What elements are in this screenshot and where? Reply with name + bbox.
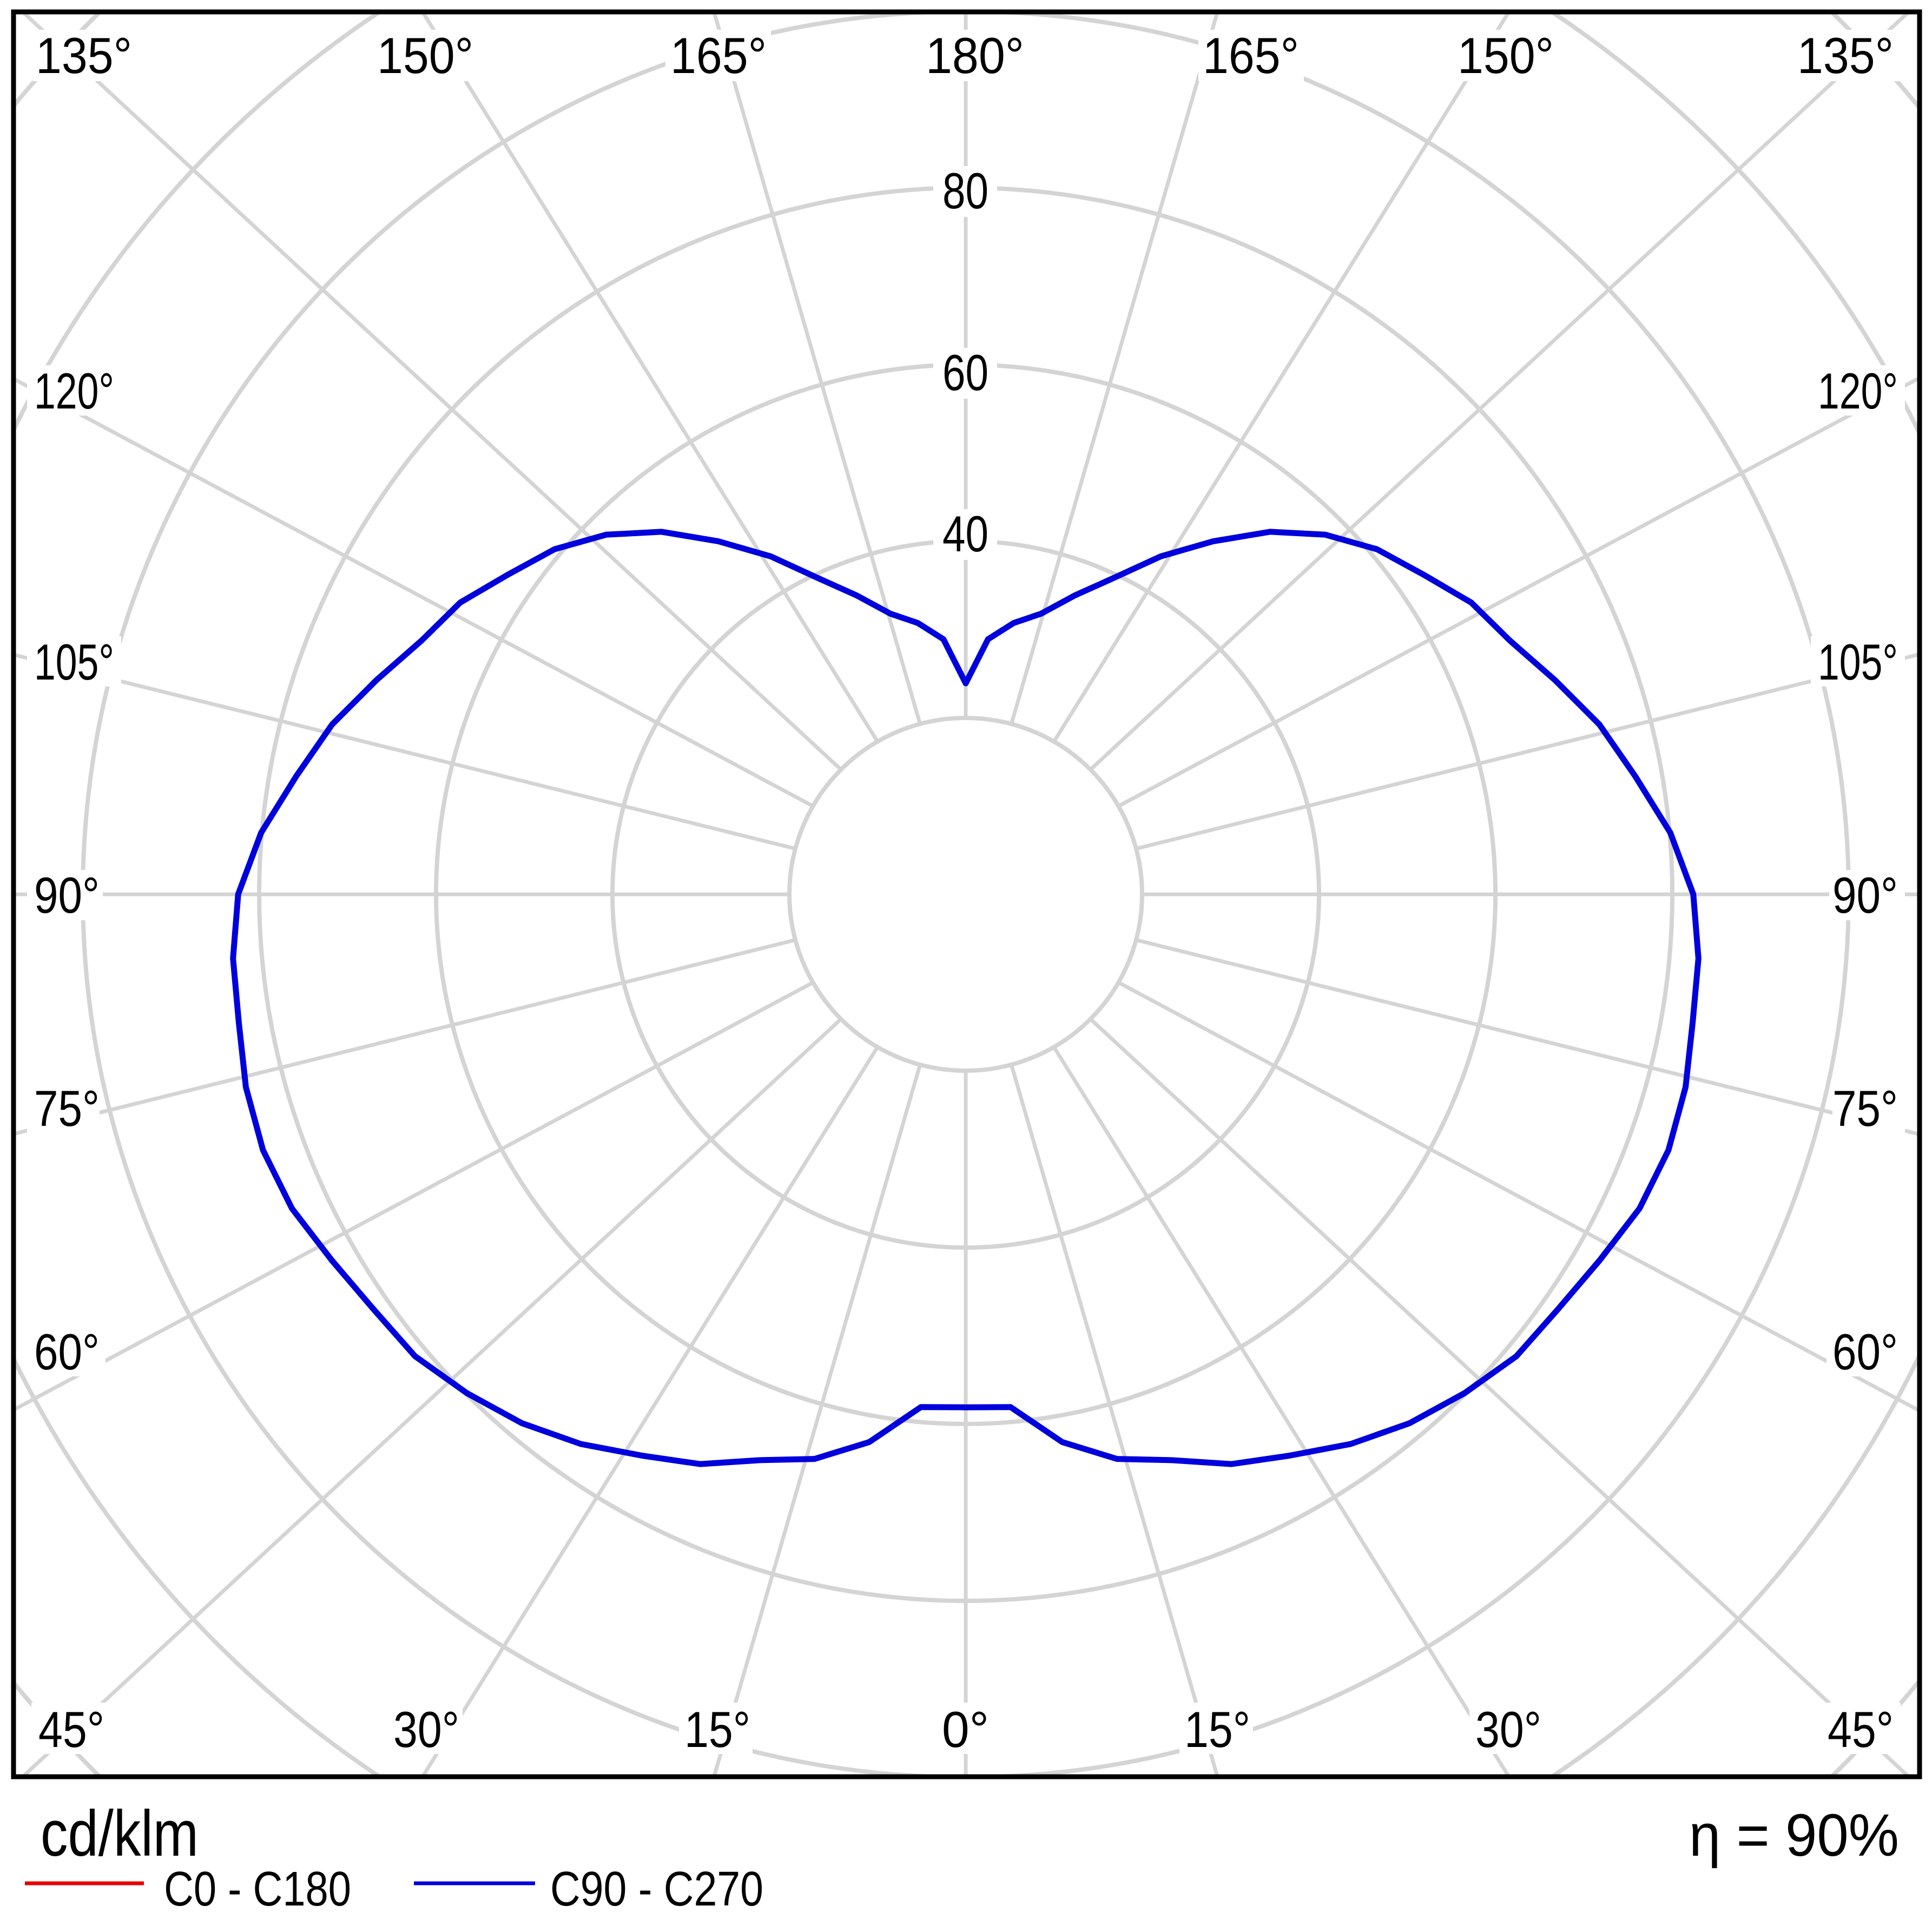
svg-text:0°: 0°: [942, 1701, 989, 1758]
svg-text:80: 80: [942, 162, 988, 219]
svg-text:45°: 45°: [1828, 1701, 1894, 1758]
svg-text:90°: 90°: [1832, 867, 1898, 924]
svg-text:15°: 15°: [1184, 1701, 1250, 1758]
svg-text:165°: 165°: [1203, 27, 1299, 84]
svg-text:C0 - C180: C0 - C180: [164, 1862, 351, 1916]
svg-text:60: 60: [942, 344, 988, 401]
svg-text:165°: 165°: [670, 27, 767, 84]
svg-text:105°: 105°: [34, 634, 114, 690]
svg-text:60°: 60°: [34, 1323, 100, 1380]
svg-text:40: 40: [942, 505, 988, 562]
svg-text:15°: 15°: [684, 1701, 750, 1758]
svg-text:150°: 150°: [377, 27, 473, 84]
svg-text:135°: 135°: [1797, 27, 1894, 84]
svg-text:η = 90%: η = 90%: [1689, 1802, 1899, 1869]
svg-text:75°: 75°: [34, 1080, 100, 1137]
svg-text:150°: 150°: [1458, 27, 1554, 84]
svg-text:45°: 45°: [38, 1701, 104, 1758]
svg-text:90°: 90°: [34, 867, 100, 924]
svg-text:cd/klm: cd/klm: [41, 1797, 199, 1870]
svg-text:30°: 30°: [393, 1701, 459, 1758]
svg-text:60°: 60°: [1832, 1323, 1898, 1380]
svg-text:180°: 180°: [926, 27, 1024, 84]
svg-text:120°: 120°: [34, 362, 114, 419]
svg-text:120°: 120°: [1818, 362, 1898, 419]
svg-text:C90 - C270: C90 - C270: [550, 1862, 763, 1916]
svg-text:105°: 105°: [1818, 634, 1898, 690]
svg-text:75°: 75°: [1832, 1080, 1898, 1137]
svg-text:30°: 30°: [1475, 1701, 1541, 1758]
svg-text:135°: 135°: [36, 27, 132, 84]
